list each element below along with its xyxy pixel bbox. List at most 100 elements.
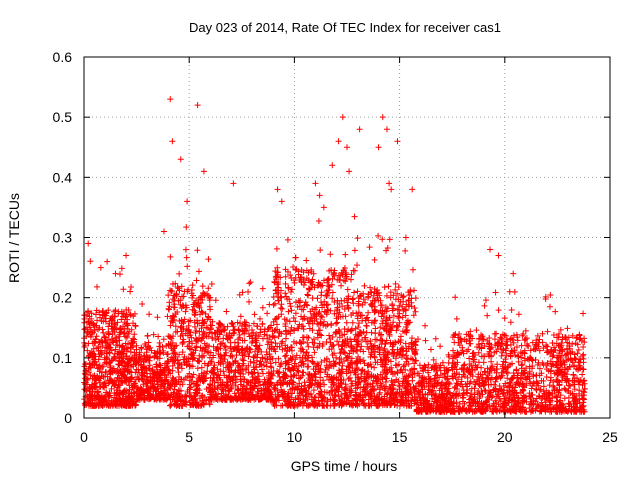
data-point	[245, 353, 252, 360]
data-point	[175, 369, 182, 376]
data-point	[367, 393, 374, 400]
data-point	[237, 366, 244, 373]
data-point	[176, 394, 183, 401]
data-point	[394, 290, 401, 297]
data-point	[378, 341, 385, 348]
data-point	[309, 400, 316, 407]
data-point	[277, 377, 284, 384]
data-point	[399, 303, 406, 310]
data-point	[456, 330, 463, 337]
data-point	[351, 247, 358, 254]
data-point	[389, 339, 396, 346]
data-point	[266, 382, 273, 389]
data-point	[355, 309, 362, 316]
data-point	[191, 393, 198, 400]
data-point	[336, 370, 343, 377]
data-point	[508, 307, 515, 314]
data-point	[169, 367, 176, 374]
data-point	[277, 361, 284, 368]
data-point	[143, 349, 150, 356]
data-point	[107, 315, 114, 322]
data-point	[305, 343, 312, 350]
data-point	[226, 388, 233, 395]
data-point	[308, 314, 315, 321]
data-point	[124, 322, 131, 329]
data-point	[389, 390, 396, 397]
data-point	[292, 396, 299, 403]
data-point	[172, 376, 179, 383]
data-point	[326, 335, 333, 342]
data-point	[87, 351, 94, 358]
data-point	[552, 308, 559, 315]
data-point	[355, 392, 362, 399]
data-point	[235, 336, 242, 343]
data-point	[198, 322, 205, 329]
data-point	[378, 302, 385, 309]
data-point	[154, 371, 161, 378]
data-point	[385, 283, 392, 290]
data-point	[233, 346, 240, 353]
data-point	[323, 311, 330, 318]
data-point	[251, 380, 258, 387]
data-point	[99, 363, 106, 370]
data-point	[321, 318, 328, 325]
data-point	[127, 288, 134, 295]
data-point	[112, 307, 119, 314]
data-point	[145, 339, 152, 346]
data-point	[318, 299, 325, 306]
data-point	[330, 380, 337, 387]
data-point	[358, 371, 365, 378]
data-point	[106, 377, 113, 384]
data-point	[334, 306, 341, 313]
data-point	[352, 369, 359, 376]
data-point	[372, 317, 379, 324]
data-point	[382, 317, 389, 324]
data-point	[335, 341, 342, 348]
data-point	[348, 347, 355, 354]
data-point	[126, 356, 133, 363]
data-point	[327, 339, 334, 346]
data-point	[305, 390, 312, 397]
data-point	[310, 310, 317, 317]
data-point	[287, 402, 294, 409]
data-point	[379, 376, 386, 383]
data-point	[120, 286, 127, 293]
data-point	[361, 402, 368, 409]
data-point	[283, 293, 290, 300]
data-point	[473, 327, 480, 334]
data-point	[192, 297, 199, 304]
data-point	[363, 338, 370, 345]
data-point	[210, 364, 217, 371]
data-point	[314, 402, 321, 409]
data-point	[101, 356, 108, 363]
data-point	[353, 359, 360, 366]
data-point	[178, 283, 185, 290]
data-point	[386, 332, 393, 339]
data-point	[199, 283, 206, 290]
data-point	[386, 366, 393, 373]
data-point	[302, 382, 309, 389]
data-point	[272, 315, 279, 322]
data-point	[359, 301, 366, 308]
data-point	[268, 371, 275, 378]
data-point	[309, 295, 316, 302]
data-point	[251, 311, 258, 318]
data-point	[341, 306, 348, 313]
data-point	[404, 380, 411, 387]
data-point	[396, 310, 403, 317]
data-point	[341, 385, 348, 392]
data-point	[92, 375, 99, 382]
data-point	[256, 342, 263, 349]
data-point	[138, 366, 145, 373]
data-point	[134, 373, 141, 380]
data-point	[371, 256, 378, 263]
data-point	[305, 292, 312, 299]
data-point	[146, 362, 153, 369]
data-point	[185, 286, 192, 293]
data-point	[394, 306, 401, 313]
data-point	[117, 367, 124, 374]
data-point	[380, 398, 387, 405]
data-point	[392, 286, 399, 293]
data-point	[318, 397, 325, 404]
data-point	[383, 292, 390, 299]
